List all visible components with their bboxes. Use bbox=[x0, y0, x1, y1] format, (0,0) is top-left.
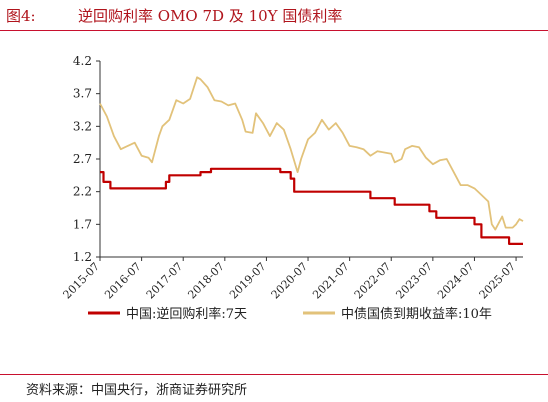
x-tick-label: 2017-07 bbox=[144, 260, 186, 302]
x-tick-label: 2025-07 bbox=[477, 260, 519, 302]
y-tick-label: 2.7 bbox=[73, 152, 92, 166]
y-tick-label: 2.2 bbox=[73, 185, 92, 199]
y-tick-label: 1.2 bbox=[73, 250, 92, 264]
x-tick-label: 2020-07 bbox=[269, 260, 311, 302]
y-tick-label: 3.7 bbox=[73, 87, 92, 101]
source-divider bbox=[0, 374, 548, 375]
y-tick-label: 3.2 bbox=[73, 119, 92, 133]
chart-legend: 中国:逆回购利率:7天 中债国债到期收益率:10年 bbox=[88, 306, 492, 322]
x-tick-label: 2015-07 bbox=[61, 260, 103, 302]
x-tick-label: 2016-07 bbox=[102, 260, 144, 302]
legend-label-cgb: 中债国债到期收益率:10年 bbox=[341, 306, 492, 322]
cgb-10y-line bbox=[99, 76, 524, 231]
figure-header: 图4: 逆回购利率 OMO 7D 及 10Y 国债利率 bbox=[0, 0, 548, 30]
x-tick-label: 2018-07 bbox=[185, 260, 227, 302]
x-tick-label: 2024-07 bbox=[435, 260, 477, 302]
omo-7d-line bbox=[100, 167, 523, 245]
y-axis-ticks: 4.2 3.7 3.2 2.7 2.2 1.7 1.2 bbox=[73, 54, 100, 264]
x-tick-label: 2023-07 bbox=[393, 260, 435, 302]
chart-axes bbox=[99, 61, 523, 258]
source-note: 资料来源：中国央行，浙商证券研究所 bbox=[26, 383, 248, 398]
y-tick-label: 4.2 bbox=[73, 54, 92, 68]
figure-number: 图4: bbox=[6, 7, 36, 25]
x-tick-label: 2022-07 bbox=[352, 260, 394, 302]
x-tick-label: 2021-07 bbox=[310, 260, 352, 302]
line-chart: 4.2 3.7 3.2 2.7 2.2 1.7 1.2 2015-07 2016-07 2017… bbox=[61, 54, 524, 322]
figure-title: 逆回购利率 OMO 7D 及 10Y 国债利率 bbox=[78, 7, 343, 25]
chart-series bbox=[99, 76, 524, 245]
x-tick-label: 2019-07 bbox=[227, 260, 269, 302]
title-divider bbox=[0, 30, 548, 31]
x-axis-ticks: 2015-07 2016-07 2017-07 2018-07 2019-07 2020-… bbox=[61, 257, 519, 302]
legend-label-omo: 中国:逆回购利率:7天 bbox=[126, 306, 247, 322]
y-tick-label: 1.7 bbox=[73, 217, 92, 231]
